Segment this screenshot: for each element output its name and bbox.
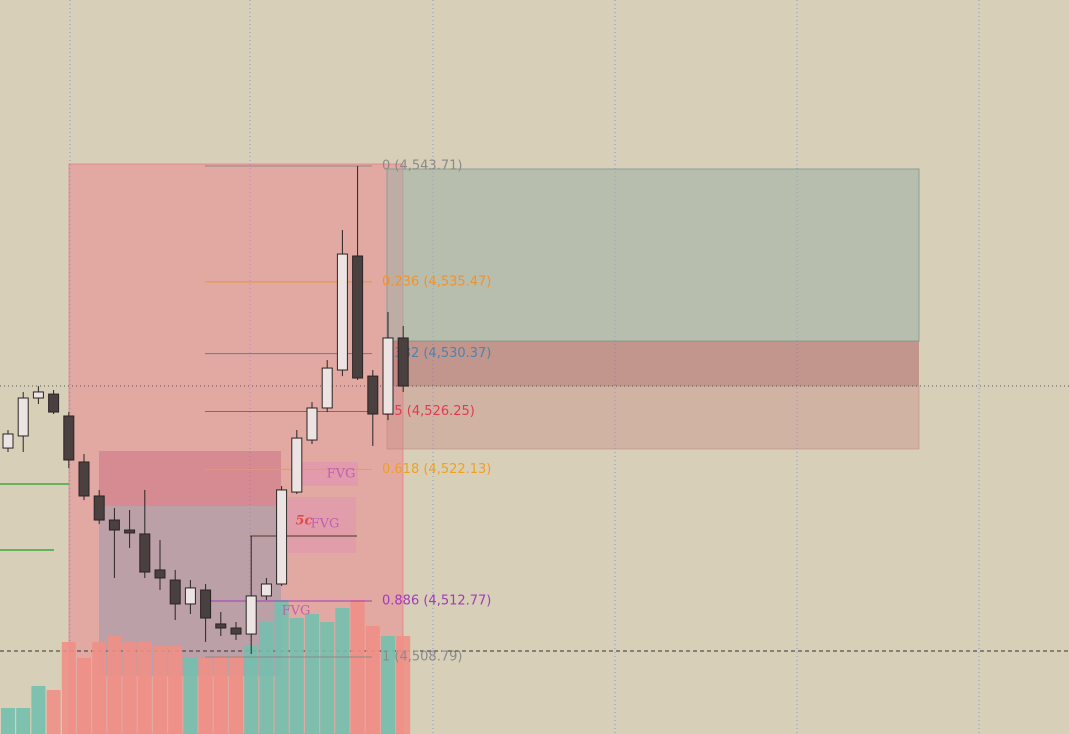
volume-bar <box>92 642 107 734</box>
candle-body <box>321 367 333 409</box>
volume-bar <box>289 618 304 734</box>
volume-bar <box>350 600 365 734</box>
candle-body <box>336 253 348 371</box>
fvg-box <box>288 497 356 553</box>
candle-body <box>276 489 288 585</box>
volume-bar <box>335 608 350 734</box>
fib-label: 0.5 (4,526.25) <box>382 404 475 419</box>
volume-bar <box>198 658 213 734</box>
volume-bar <box>77 658 91 734</box>
candle-body <box>93 495 105 521</box>
volume-bar <box>61 642 76 734</box>
volume-bar <box>259 622 274 734</box>
candle-body <box>245 595 257 635</box>
volume-bar <box>122 642 137 734</box>
fib-label: 0.886 (4,512.77) <box>382 594 491 609</box>
fib-label: 1 (4,508.79) <box>382 649 462 664</box>
volume-bar <box>305 614 319 734</box>
fib-label: 0.236 (4,535.47) <box>382 274 491 289</box>
candle-body <box>139 533 151 573</box>
candle-body <box>367 375 379 415</box>
candle-body <box>154 569 166 579</box>
volume-bar <box>381 636 395 734</box>
stop-box <box>387 341 919 386</box>
volume-bar <box>396 636 411 734</box>
candle-body <box>200 589 212 619</box>
target-box <box>386 168 920 342</box>
volume-bar <box>31 686 46 734</box>
candle-body <box>260 583 272 597</box>
volume <box>1 600 411 734</box>
volume-bar <box>320 622 335 734</box>
candle-body <box>2 433 14 449</box>
candles <box>2 166 409 655</box>
volume-bar <box>1 708 15 734</box>
candle-body <box>352 255 364 379</box>
volume-bar <box>365 626 380 734</box>
volume-bar <box>107 636 122 734</box>
annotation: FVG <box>311 517 340 532</box>
fib-label: 0.382 (4,530.37) <box>382 346 491 361</box>
candle-body <box>169 579 181 605</box>
volume-bar <box>153 646 167 734</box>
fvg-box <box>292 462 358 486</box>
candle-body <box>48 393 60 413</box>
annotation: FVG <box>282 604 311 619</box>
zone-box <box>386 385 920 450</box>
volume-bar <box>168 646 183 734</box>
annotation: FVG <box>327 467 356 482</box>
volume-bar <box>244 646 259 734</box>
volume-bar <box>229 656 243 734</box>
fib-label: 0.618 (4,522.13) <box>382 462 491 477</box>
fvg-box <box>99 451 281 506</box>
volume-bar <box>137 642 152 734</box>
volume-bar <box>46 690 61 734</box>
volume-bar <box>274 600 289 734</box>
annotation: 5c <box>296 514 313 529</box>
candle-body <box>397 337 409 387</box>
volume-bar <box>16 708 31 734</box>
candle-body <box>17 397 29 437</box>
candle-body <box>215 623 227 629</box>
candle-body <box>306 407 318 441</box>
candle-body <box>78 461 90 497</box>
volume-bar <box>183 658 198 734</box>
fibonacci: 0 (4,543.71) 0.236 (4,535.47) 0.382 (4,530… <box>205 159 491 664</box>
fib-label: 0 (4,543.71) <box>382 159 462 174</box>
candle-body <box>108 519 120 531</box>
candle-body <box>382 337 394 415</box>
candle-body <box>291 437 303 493</box>
volume-bar <box>213 656 228 734</box>
candle-body <box>184 587 196 605</box>
candle-body <box>63 415 75 461</box>
candle-body <box>32 391 44 399</box>
candle-body <box>230 627 242 635</box>
candle-body <box>124 529 136 534</box>
